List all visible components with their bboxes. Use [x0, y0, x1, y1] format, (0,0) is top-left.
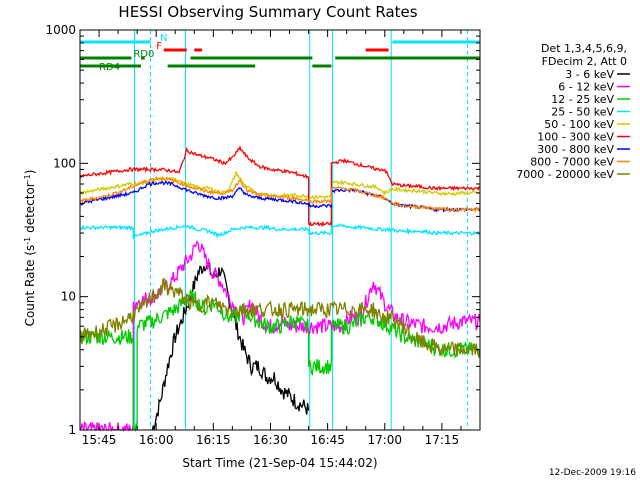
legend-entry-label: 12 - 25 keV — [551, 93, 614, 106]
x-tick-label: 16:45 — [310, 433, 345, 447]
y-axis-label-sup1: -1 — [23, 237, 32, 245]
x-tick-label: 17:15 — [425, 433, 460, 447]
flag-label: N — [160, 33, 167, 44]
x-tick-label: 17:00 — [367, 433, 402, 447]
y-axis-label-end: ) — [23, 170, 37, 175]
y-axis-label-sup2: -1 — [23, 174, 32, 182]
series-line-7 — [79, 180, 481, 213]
series-line-4 — [79, 223, 481, 240]
series-line-5 — [79, 171, 480, 200]
series-layer — [79, 145, 481, 433]
x-tick-label: 15:45 — [82, 433, 117, 447]
legend-entry-label: 6 - 12 keV — [558, 81, 614, 94]
plot-frame — [79, 29, 481, 431]
y-tick-label: 1 — [68, 423, 76, 437]
x-tick-label: 16:30 — [253, 433, 288, 447]
series-line-6 — [79, 145, 481, 228]
legend-entry-label: 300 - 800 keV — [537, 143, 614, 156]
flag-label: RD4 — [99, 62, 120, 73]
series-line-9 — [79, 277, 481, 358]
axes: 15:45 16:00 16:15 16:30 16:45 17:00 17:15 1 10 10… — [45, 23, 481, 447]
timestamp-footer: 12-Dec-2009 19:16 — [549, 468, 636, 478]
legend-entry-label: 800 - 7000 keV — [530, 156, 614, 169]
legend-entry-label: 100 - 300 keV — [537, 131, 614, 144]
series-line-8 — [79, 175, 481, 214]
chart-title: HESSI Observing Summary Count Rates — [118, 3, 417, 21]
legend: Det 1,3,4,5,6,9,FDecim 2, Att 03 - 6 keV… — [516, 42, 630, 181]
legend-entry-label: 25 - 50 keV — [551, 106, 614, 119]
legend-entry-label: 50 - 100 keV — [544, 118, 614, 131]
y-axis-label: Count Rate (s-1 detector-1) — [23, 170, 38, 327]
y-axis-label-main: Count Rate (s — [23, 245, 37, 327]
x-tick-label: 16:15 — [196, 433, 231, 447]
series-line-3 — [79, 289, 481, 433]
y-tick-label: 1000 — [45, 23, 76, 37]
y-tick-label: 100 — [53, 156, 76, 170]
y-axis-label-mid: detector — [23, 182, 37, 237]
flag-label: F — [156, 41, 162, 52]
flag-label: RD0 — [133, 49, 154, 60]
legend-header-line: Det 1,3,4,5,6,9, — [541, 42, 627, 55]
legend-entry-label: 3 - 6 keV — [565, 68, 614, 81]
legend-header-line: FDecim 2, Att 0 — [542, 55, 627, 68]
y-tick-label: 10 — [61, 290, 76, 304]
legend-entry-label: 7000 - 20000 keV — [516, 168, 614, 181]
time-markers — [133, 30, 468, 430]
x-tick-label: 16:00 — [139, 433, 174, 447]
x-axis-label: Start Time (21-Sep-04 15:44:02) — [182, 456, 377, 470]
